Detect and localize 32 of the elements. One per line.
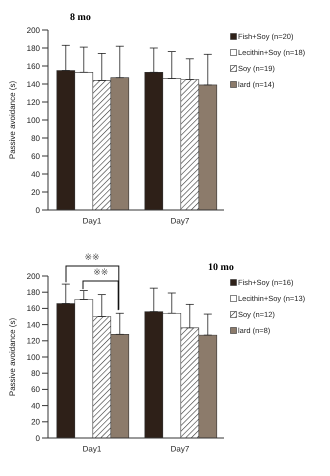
y-tick-label: 0 — [36, 434, 41, 443]
chart-title: 10 mo — [208, 262, 234, 273]
y-tick-label: 100 — [26, 352, 41, 362]
y-tick-label: 80 — [31, 134, 41, 143]
y-tick-label: 40 — [31, 401, 41, 410]
y-tick-label: 20 — [31, 418, 41, 427]
y-tick-label: 180 — [26, 288, 41, 298]
y-axis-title: Passive avoidance (s) — [8, 80, 17, 160]
y-tick-label: 0 — [36, 206, 41, 215]
y-tick-label: 160 — [26, 62, 41, 71]
chart-title: 8 mo — [70, 12, 91, 23]
y-tick-label: 100 — [26, 116, 41, 125]
y-tick-label: 80 — [31, 369, 41, 378]
y-tick-label: 40 — [31, 170, 41, 179]
text: ※※ — [83, 253, 101, 264]
x-tick-label: Day7 — [170, 444, 190, 454]
y-tick-label: 120 — [26, 98, 41, 107]
x-tick-label: Day1 — [82, 216, 102, 226]
y-tick-label: 200 — [26, 272, 41, 281]
y-tick-label: 20 — [31, 188, 41, 197]
annotation: ※※ — [92, 268, 110, 278]
y-tick-label: 180 — [26, 44, 41, 53]
y-tick-label: 120 — [26, 336, 41, 346]
y-axis-title: Passive avoidance (s) — [8, 318, 17, 396]
x-tick-label: Day1 — [82, 444, 102, 454]
y-tick-label: 60 — [31, 152, 41, 161]
y-tick-label: 200 — [26, 26, 41, 35]
x-tick-label: Day7 — [170, 216, 190, 226]
y-tick-label: 60 — [31, 385, 41, 394]
y-tick-label: 140 — [26, 80, 41, 89]
y-tick-label: 160 — [26, 304, 41, 314]
y-tick-label: 140 — [26, 320, 41, 330]
